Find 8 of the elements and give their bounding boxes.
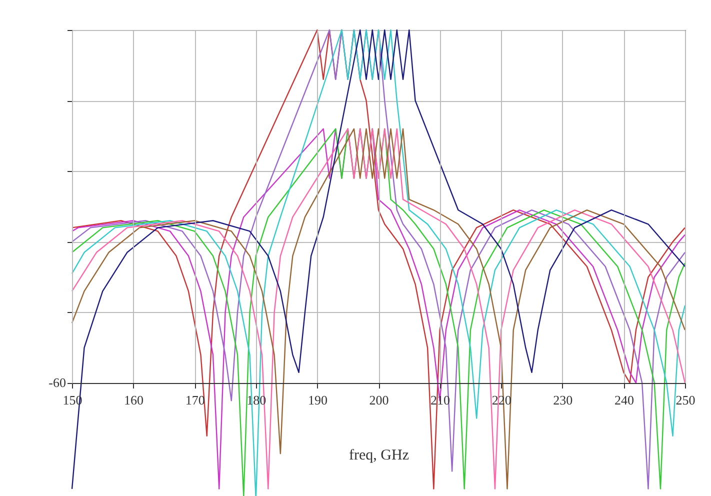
- x-axis-title: freq, GHz: [349, 448, 410, 464]
- x-tick-label: 250: [676, 392, 696, 408]
- text: -60: [48, 375, 66, 390]
- x-tick-label: 200: [369, 392, 389, 408]
- x-tick-label: 240: [614, 392, 634, 408]
- x-tick-label: 190: [308, 392, 328, 408]
- x-tick-label: 230: [553, 392, 573, 408]
- x-tick-label: 160: [124, 392, 144, 408]
